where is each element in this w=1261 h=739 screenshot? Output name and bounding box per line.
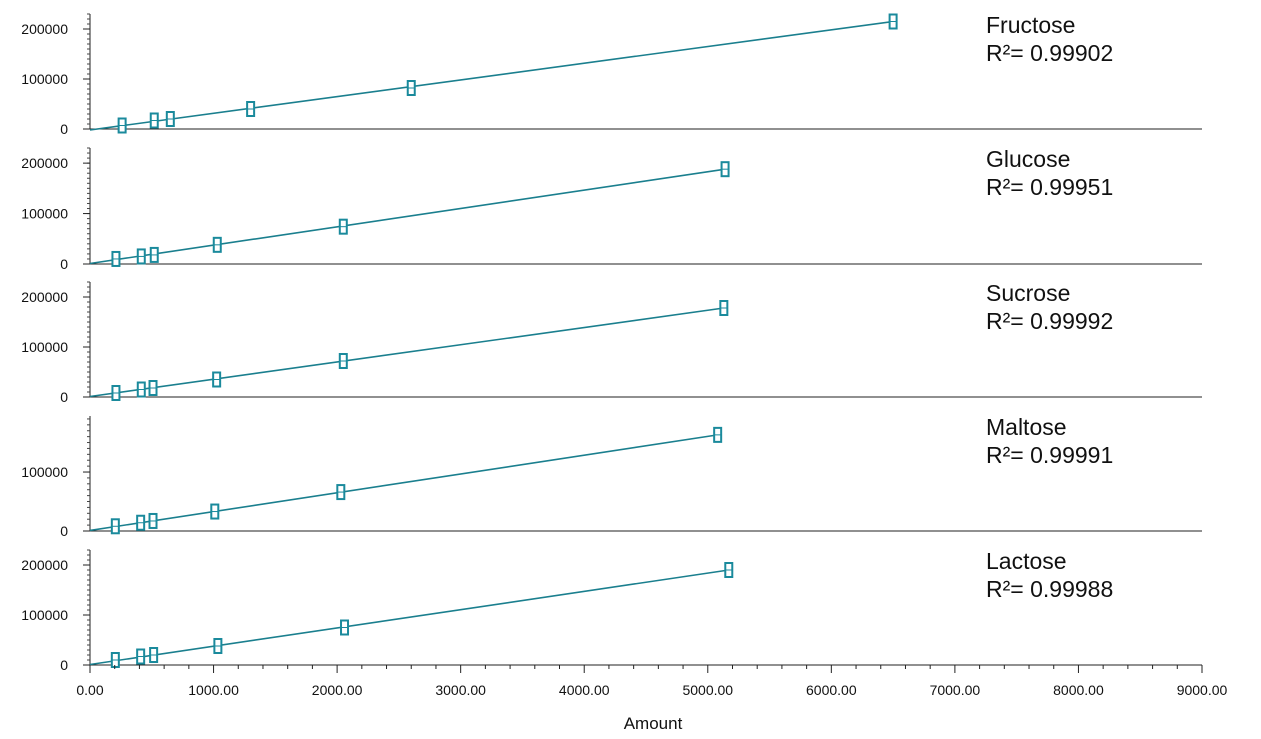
fit-line (89, 20, 894, 131)
x-tick-label: 3000.00 (435, 682, 486, 698)
data-point (888, 13, 898, 30)
r-squared-label: R²= 0.99988 (986, 576, 1113, 602)
r-squared-label: R²= 0.99902 (986, 40, 1113, 66)
x-tick-label: 5000.00 (682, 682, 733, 698)
y-tick-label: 100000 (21, 206, 68, 222)
series-name: Sucrose (986, 280, 1070, 306)
series-name: Glucose (986, 146, 1070, 172)
data-point (406, 80, 416, 96)
fit-line (89, 168, 726, 265)
data-point (246, 101, 256, 117)
x-tick-label: 0.00 (76, 682, 103, 698)
y-tick-label: 0 (60, 389, 68, 405)
data-point (136, 648, 146, 665)
x-tick-label: 9000.00 (1177, 682, 1228, 698)
data-point (338, 218, 348, 235)
series-name: Fructose (986, 12, 1075, 38)
fit-line (89, 307, 724, 398)
data-point (149, 246, 159, 263)
r-squared-label: R²= 0.99991 (986, 442, 1113, 468)
x-tick-label: 8000.00 (1053, 682, 1104, 698)
x-tick-label: 6000.00 (806, 682, 857, 698)
x-tick-label: 4000.00 (559, 682, 610, 698)
y-tick-label: 200000 (21, 557, 68, 573)
y-tick-label: 100000 (21, 464, 68, 480)
series-name: Lactose (986, 548, 1067, 574)
data-point (111, 385, 121, 401)
data-point (136, 381, 146, 398)
x-axis: 0.00 1000.00 2000.00 3000.00 4000.00 5000.00 6… (76, 665, 1228, 698)
fit-line (89, 569, 729, 666)
data-point (720, 161, 730, 178)
data-point (111, 250, 121, 267)
data-point (117, 117, 127, 134)
data-point (213, 638, 223, 654)
y-tick-label: 200000 (21, 289, 68, 305)
data-point (149, 112, 159, 129)
x-tick-label: 7000.00 (930, 682, 981, 698)
y-tick-label: 0 (60, 523, 68, 539)
x-axis-title: Amount (624, 714, 683, 733)
data-point (110, 652, 120, 668)
data-point (212, 236, 222, 253)
y-tick-label: 100000 (21, 71, 68, 87)
data-point (338, 353, 348, 369)
data-point (136, 514, 146, 531)
y-tick-label: 0 (60, 657, 68, 673)
y-tick-label: 200000 (21, 21, 68, 37)
r-squared-label: R²= 0.99992 (986, 308, 1113, 334)
data-point (340, 619, 350, 636)
y-tick-label: 0 (60, 256, 68, 272)
r-squared-label: R²= 0.99951 (986, 174, 1113, 200)
data-point (165, 111, 175, 127)
data-point (110, 518, 120, 535)
data-point (149, 647, 159, 663)
x-tick-label: 1000.00 (188, 682, 239, 698)
y-tick-label: 200000 (21, 155, 68, 171)
data-point (136, 248, 146, 265)
x-tick-label: 2000.00 (312, 682, 363, 698)
y-tick-label: 100000 (21, 339, 68, 355)
y-tick-label: 100000 (21, 607, 68, 623)
data-point (724, 562, 734, 578)
data-point (212, 371, 222, 388)
data-point (713, 426, 723, 443)
data-point (148, 512, 158, 529)
y-tick-label: 0 (60, 121, 68, 137)
series-name: Maltose (986, 414, 1067, 440)
data-point (148, 380, 158, 396)
data-point (719, 300, 729, 316)
data-point (336, 484, 346, 501)
fit-line (89, 434, 718, 532)
data-point (210, 503, 220, 520)
